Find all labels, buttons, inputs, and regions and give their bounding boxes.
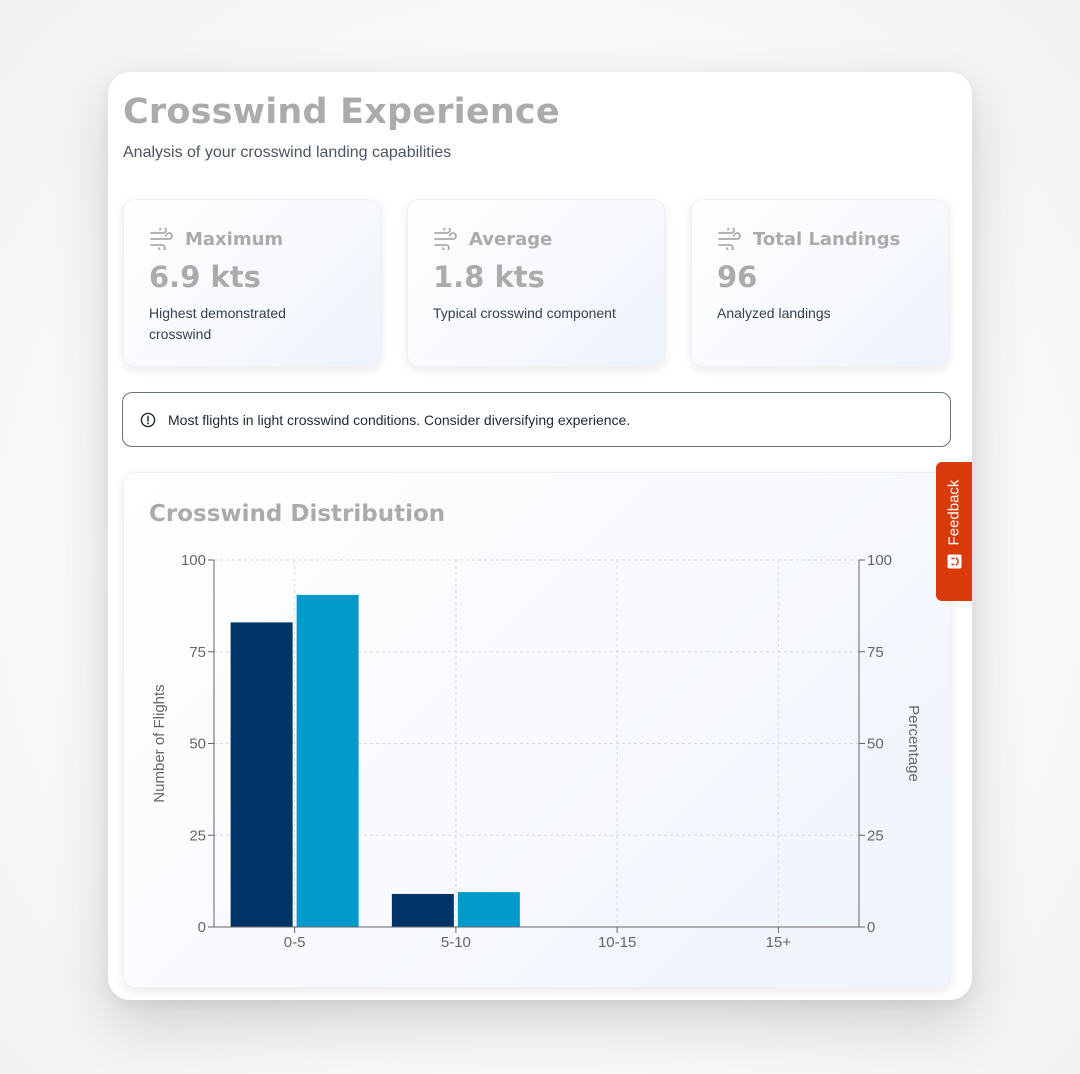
wind-icon: [434, 228, 457, 250]
feedback-label: Feedback: [945, 479, 963, 546]
x-tick-label: 10-15: [598, 934, 636, 951]
y-tick-label-right: 75: [867, 644, 884, 661]
chart-bar-5-10-series-1: [391, 893, 454, 927]
y-axis-title-left: Number of Flights: [151, 684, 168, 802]
page-title: Crosswind Experience: [123, 92, 560, 132]
y-axis-title-right: Percentage: [905, 705, 922, 782]
crosswind-distribution-chart: 0 25 50 75 100 0 25 50 75 100 0-5 5-10 10-15 15+ Numbe…: [151, 552, 922, 951]
crosswind-alert: Most flights in light crosswind conditio…: [122, 392, 951, 447]
stat-card-header: Maximum: [149, 228, 283, 250]
y-tick-label-right: 50: [867, 736, 884, 753]
alert-message: Most flights in light crosswind conditio…: [168, 411, 631, 428]
x-tick-label: 15+: [766, 934, 792, 951]
page-subtitle: Analysis of your crosswind landing capab…: [123, 144, 452, 161]
wind-icon: [718, 228, 741, 250]
y-tick-label-left: 75: [189, 644, 206, 661]
stat-card-value: 1.8 kts: [433, 260, 545, 294]
y-tick-label-right: 0: [867, 919, 875, 936]
y-tick-label-left: 25: [189, 827, 206, 844]
y-tick-label-right: 100: [867, 552, 892, 569]
x-tick-label: 0-5: [284, 934, 306, 951]
chart-bar-0-5-series-2: [296, 594, 359, 927]
stat-card-description: Analyzed landings: [717, 305, 831, 321]
y-tick-label-left: 50: [189, 736, 206, 753]
feedback-tab-button[interactable]: Feedback: [936, 462, 972, 601]
chart-bar-0-5-series-1: [230, 622, 293, 927]
stat-card-average: Average 1.8 kts Typical crosswind compon…: [407, 199, 665, 367]
feedback-smiley-icon: [947, 554, 961, 569]
stat-card-total-landings: Total Landings 96 Analyzed landings: [691, 199, 949, 367]
x-tick-label: 5-10: [441, 934, 471, 951]
y-tick-label-left: 0: [198, 919, 206, 936]
stat-card-header: Average: [433, 228, 552, 250]
stat-card-description: Highest demonstrated crosswind: [149, 305, 286, 342]
y-tick-label-right: 25: [867, 827, 884, 844]
info-circle-icon: [140, 412, 156, 427]
crosswind-experience-panel: Crosswind Experience Analysis of your cr…: [108, 72, 972, 1000]
stat-card-description: Typical crosswind component: [433, 305, 616, 321]
feedback-tab-content: Feedback: [946, 480, 963, 569]
y-tick-label-left: 100: [181, 552, 206, 569]
stat-card-label: Maximum: [185, 228, 284, 250]
stat-card-value: 6.9 kts: [149, 260, 261, 294]
stat-card-value: 96: [717, 260, 758, 294]
chart-title: Crosswind Distribution: [149, 501, 446, 527]
stat-card-header: Total Landings: [717, 228, 900, 250]
crosswind-distribution-card: Crosswind Distribution 0 25 50 75 100 0 25 50 75…: [123, 472, 951, 988]
stat-card-label: Total Landings: [753, 228, 901, 250]
chart-bar-5-10-series-2: [457, 892, 520, 927]
wind-icon: [150, 228, 173, 250]
stat-card-label: Average: [469, 228, 553, 250]
stat-card-maximum: Maximum 6.9 kts Highest demonstrated cro…: [123, 199, 381, 367]
